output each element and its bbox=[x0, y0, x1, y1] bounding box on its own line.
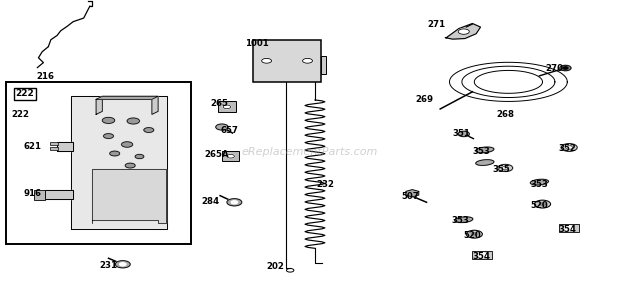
Circle shape bbox=[227, 199, 242, 206]
Circle shape bbox=[262, 58, 272, 63]
Bar bbox=[6, 82, 191, 244]
Circle shape bbox=[135, 154, 144, 159]
Text: 265A: 265A bbox=[205, 150, 229, 159]
Ellipse shape bbox=[476, 147, 494, 153]
Polygon shape bbox=[96, 96, 158, 114]
Text: 216: 216 bbox=[36, 72, 54, 81]
Circle shape bbox=[565, 146, 573, 149]
Text: 621: 621 bbox=[24, 142, 42, 151]
Text: 353: 353 bbox=[472, 147, 490, 156]
Circle shape bbox=[122, 142, 133, 147]
Circle shape bbox=[125, 163, 135, 168]
Circle shape bbox=[561, 144, 577, 151]
Bar bbox=[253, 40, 321, 82]
Text: 916: 916 bbox=[24, 189, 42, 198]
Circle shape bbox=[216, 124, 228, 130]
Circle shape bbox=[458, 131, 469, 137]
Text: 507: 507 bbox=[402, 192, 420, 201]
Text: 232: 232 bbox=[316, 180, 334, 189]
Text: 352: 352 bbox=[558, 144, 576, 153]
Text: 202: 202 bbox=[267, 262, 285, 271]
Text: 265: 265 bbox=[211, 99, 229, 108]
Circle shape bbox=[144, 128, 154, 132]
Text: 222: 222 bbox=[11, 110, 29, 119]
Circle shape bbox=[534, 200, 551, 208]
Text: 271: 271 bbox=[428, 20, 446, 29]
Circle shape bbox=[303, 58, 312, 63]
Bar bbox=[218, 101, 236, 112]
Bar bbox=[50, 147, 58, 150]
Circle shape bbox=[120, 263, 126, 266]
Circle shape bbox=[223, 105, 231, 109]
Circle shape bbox=[539, 203, 546, 206]
Circle shape bbox=[560, 65, 571, 71]
Bar bbox=[222, 151, 239, 161]
Text: 353: 353 bbox=[451, 216, 469, 225]
Text: 354: 354 bbox=[558, 225, 576, 234]
Text: 355: 355 bbox=[493, 165, 511, 174]
Circle shape bbox=[502, 166, 508, 169]
Circle shape bbox=[227, 154, 234, 158]
Text: 1001: 1001 bbox=[245, 39, 268, 48]
Ellipse shape bbox=[476, 160, 494, 166]
Circle shape bbox=[564, 226, 574, 231]
Polygon shape bbox=[96, 96, 158, 99]
Circle shape bbox=[231, 201, 237, 204]
Polygon shape bbox=[57, 142, 73, 151]
Circle shape bbox=[478, 253, 487, 258]
Circle shape bbox=[115, 261, 130, 268]
Text: 270: 270 bbox=[546, 64, 564, 73]
Text: 520: 520 bbox=[464, 231, 482, 240]
Circle shape bbox=[498, 164, 513, 172]
Polygon shape bbox=[71, 96, 167, 229]
Text: 520: 520 bbox=[530, 201, 548, 210]
Circle shape bbox=[563, 67, 568, 69]
Circle shape bbox=[458, 29, 469, 34]
Text: 268: 268 bbox=[496, 110, 514, 119]
Bar bbox=[321, 56, 326, 74]
Text: eReplacementParts.com: eReplacementParts.com bbox=[242, 147, 378, 157]
Text: 353: 353 bbox=[530, 180, 548, 189]
Text: 351: 351 bbox=[453, 129, 471, 138]
Circle shape bbox=[102, 117, 115, 123]
Circle shape bbox=[104, 134, 113, 138]
Bar bbox=[472, 252, 492, 259]
Bar bbox=[50, 142, 58, 145]
Bar bbox=[559, 225, 579, 232]
Polygon shape bbox=[45, 190, 73, 199]
Text: 222: 222 bbox=[16, 89, 34, 98]
Circle shape bbox=[471, 233, 477, 236]
Circle shape bbox=[110, 151, 120, 156]
Text: 284: 284 bbox=[202, 197, 219, 206]
Polygon shape bbox=[445, 23, 480, 39]
Polygon shape bbox=[92, 169, 166, 223]
Text: 231: 231 bbox=[99, 261, 117, 270]
Circle shape bbox=[127, 118, 140, 124]
Text: 354: 354 bbox=[472, 252, 490, 261]
Ellipse shape bbox=[530, 179, 549, 185]
Text: 269: 269 bbox=[415, 95, 433, 104]
Text: 657: 657 bbox=[220, 126, 238, 135]
Ellipse shape bbox=[454, 217, 473, 223]
Polygon shape bbox=[406, 190, 419, 197]
Circle shape bbox=[466, 230, 482, 238]
Bar bbox=[34, 190, 45, 200]
